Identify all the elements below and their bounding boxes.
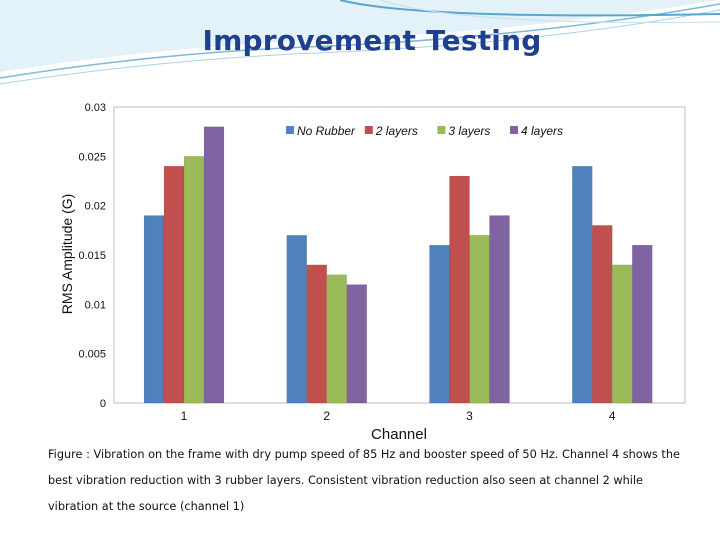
y-tick-label: 0.025 [78,151,106,163]
legend-swatch [364,126,373,134]
y-tick-label: 0 [100,398,106,410]
y-tick-label: 0.01 [85,299,106,311]
x-tick-label: 3 [466,409,473,423]
bar-3-layers-channel-2 [326,274,347,404]
y-tick-label: 0.03 [85,102,106,114]
bar-2-layers-channel-2 [306,264,327,404]
slide-title: Improvement Testing [202,24,542,57]
legend-label: 3 layers [448,124,490,138]
legend-swatch [510,126,518,134]
legend-label: 2 layers [375,124,418,138]
y-axis-label: RMS Amplitude (G) [59,194,75,315]
figure-caption: Figure : Vibration on the frame with dry… [48,448,680,513]
x-tick-label: 1 [181,409,188,423]
bar-no-rubber-channel-4 [572,165,593,404]
bar-no-rubber-channel-1 [143,215,165,404]
y-tick-label: 0.015 [78,250,106,262]
x-tick-label: 4 [609,409,616,423]
header-decoration [0,0,720,85]
bar-chart: 0 0.005 0.01 0.015 0.02 0.025 0.03 1 2 3 4 No Rub… [59,102,686,443]
legend-swatch [286,126,294,134]
legend-label: 4 layers [521,124,563,138]
y-tick-label: 0.02 [85,201,106,213]
bar-4-layers-channel-3 [489,215,510,404]
legend-label: No Rubber [297,124,356,138]
y-tick-label: 0.005 [78,349,106,361]
x-tick-label: 2 [323,409,330,423]
bar-no-rubber-channel-2 [286,235,307,404]
bar-2-layers-channel-4 [592,225,613,404]
legend-swatch [437,126,446,134]
bar-3-layers-channel-4 [612,264,633,404]
bar-4-layers-channel-4 [632,244,653,404]
bar-4-layers-channel-1 [203,126,225,404]
bar-3-layers-channel-1 [183,156,205,404]
bar-3-layers-channel-3 [469,235,490,404]
bar-no-rubber-channel-3 [429,244,450,404]
bar-4-layers-channel-2 [346,284,367,404]
bar-2-layers-channel-3 [449,175,470,404]
x-axis-label: Channel [371,426,427,443]
bar-2-layers-channel-1 [163,165,185,404]
